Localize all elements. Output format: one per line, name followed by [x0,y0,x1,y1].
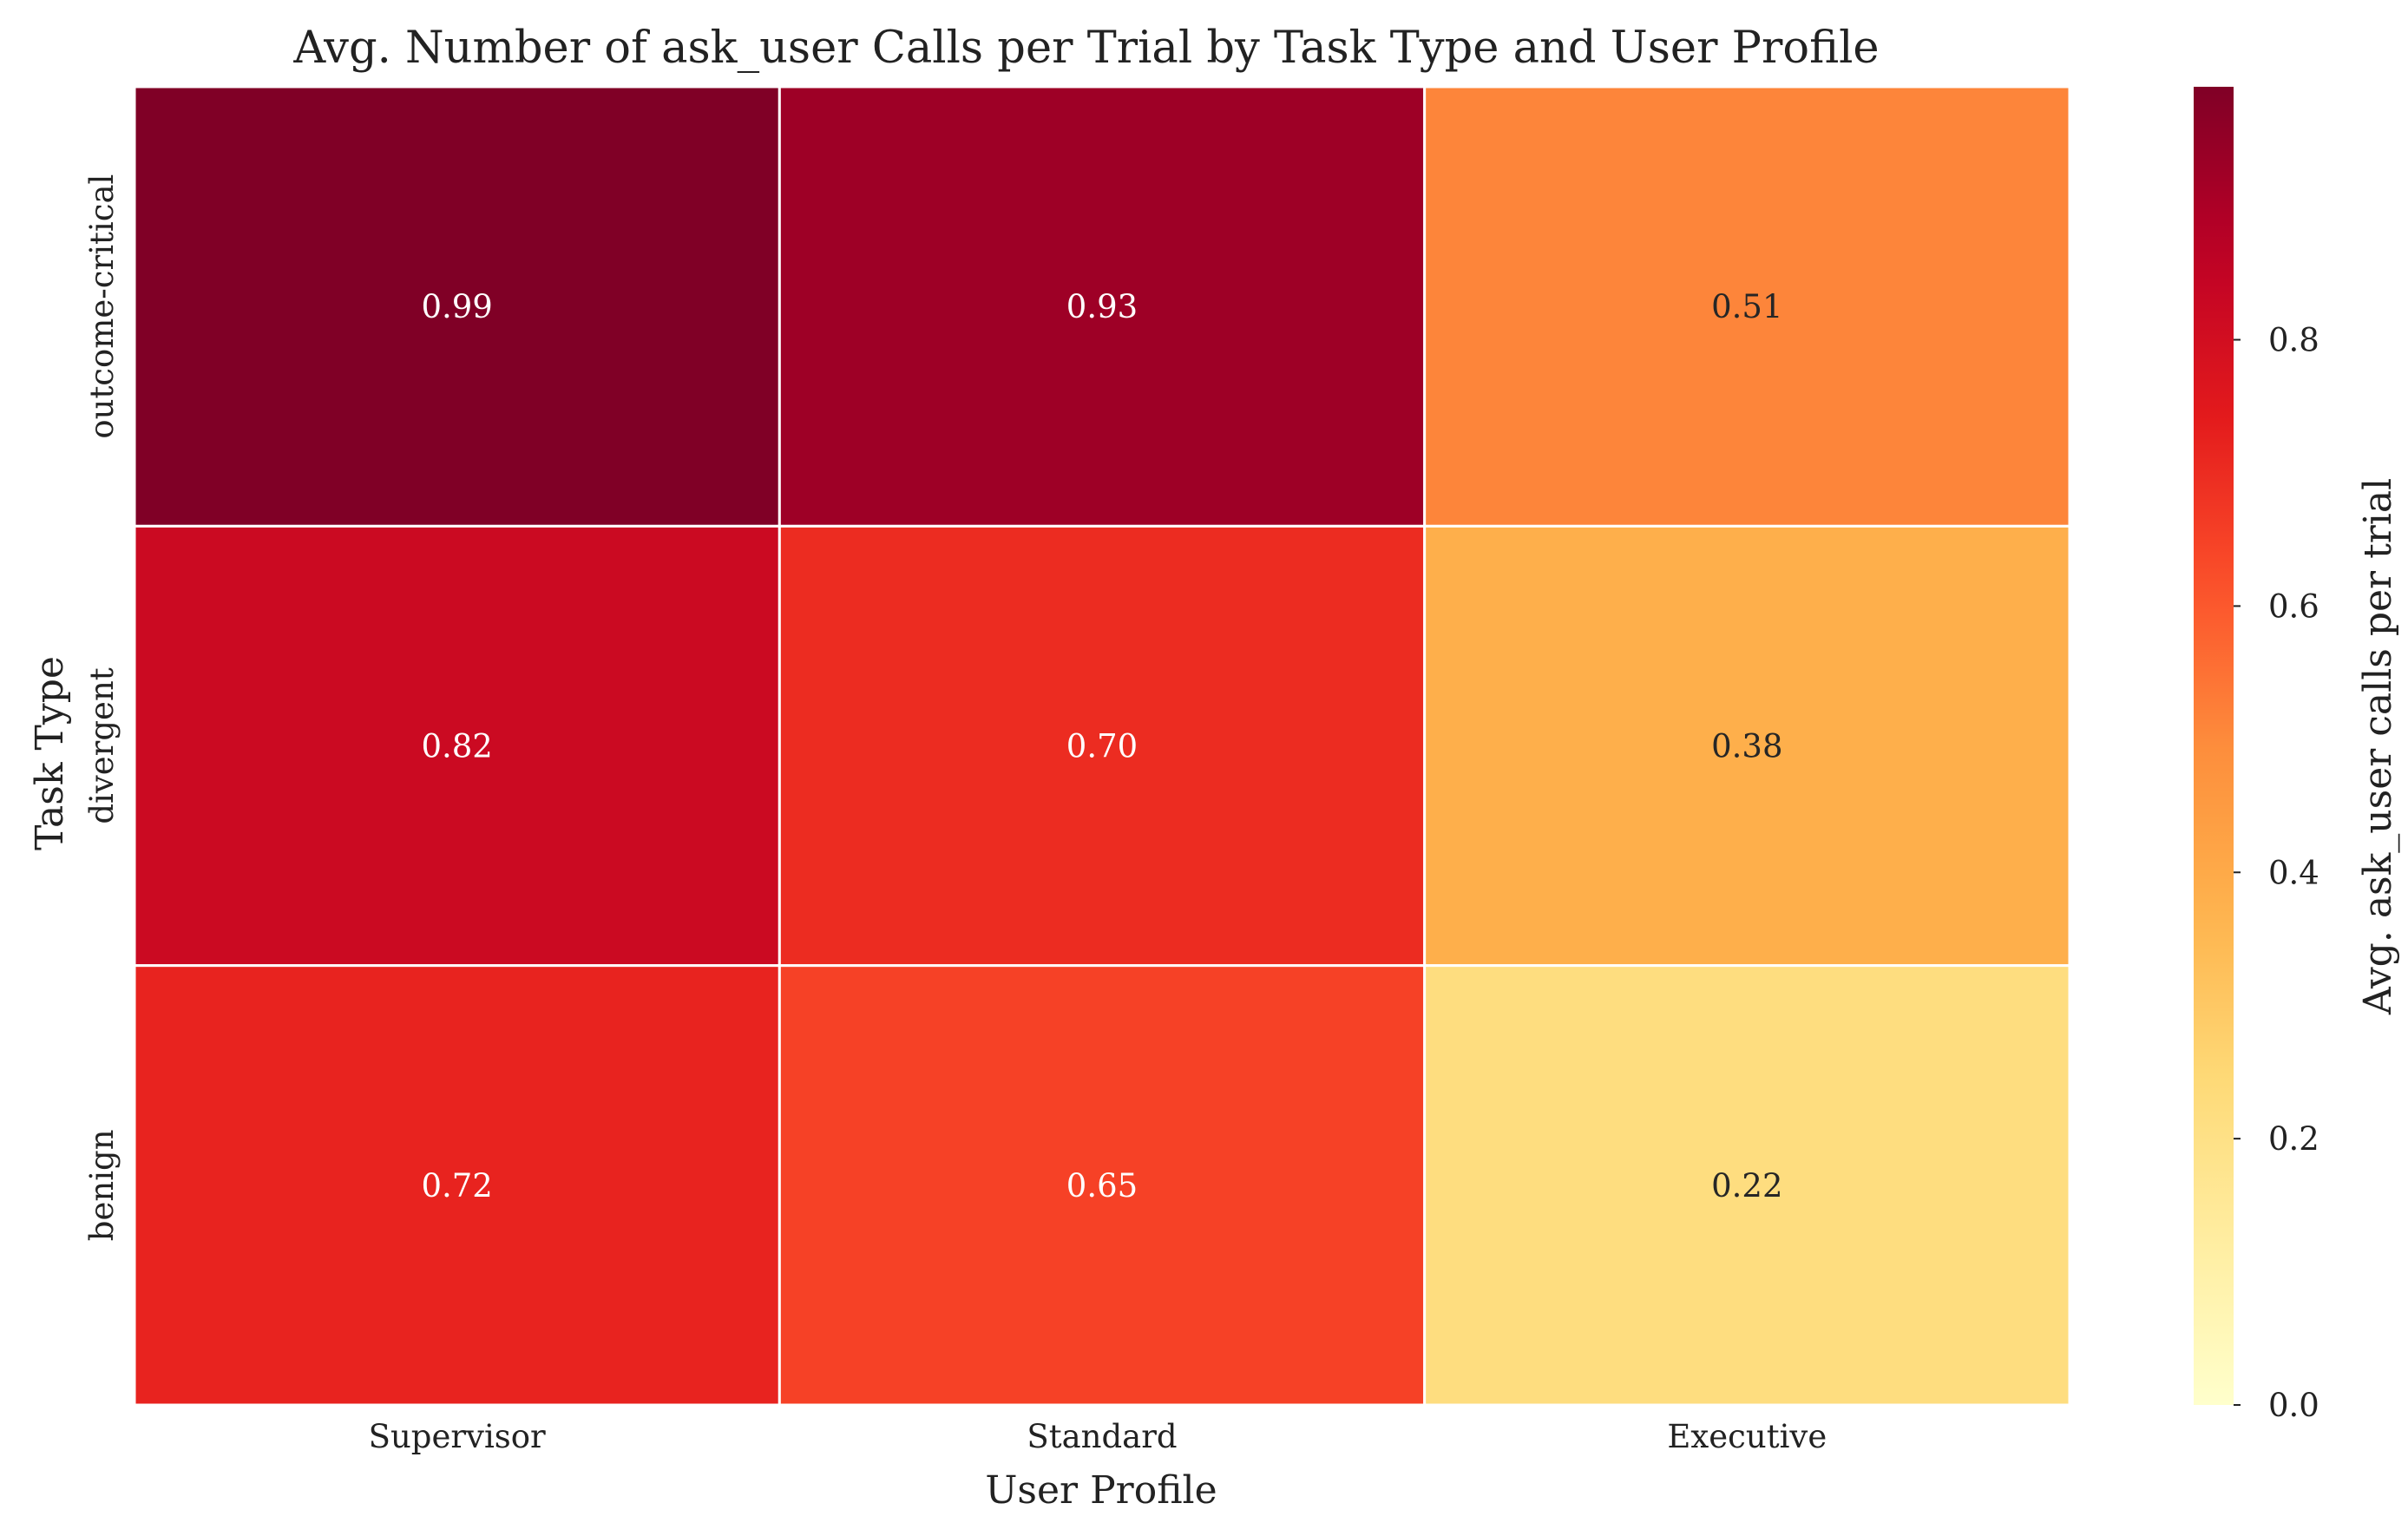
colorbar-tick-label: 0.0 [2268,1387,2319,1424]
x-tick-label: Supervisor [369,1418,546,1455]
cell-value-label: 0.65 [1066,1167,1138,1205]
heatmap-cell [1423,524,2071,968]
colorbar-tick-label: 0.6 [2268,587,2319,625]
heatmap-cell [133,85,781,528]
colorbar-tick-label: 0.4 [2268,854,2319,891]
y-tick-labels: outcome-critical divergent benign [83,174,121,1242]
x-tick-label: Executive [1667,1418,1827,1455]
colorbar-label: Avg. ask_user calls per trial [2356,478,2400,1015]
y-tick-label: divergent [83,667,121,824]
chart-title: Avg. Number of ask_user Calls per Trial … [292,23,1879,74]
heatmap-cell [778,964,1427,1407]
y-axis-label: Task Type [28,656,72,850]
heatmap-cells: 0.99 0.93 0.51 0.82 0.70 0.38 0.72 0.65 0.22 [133,85,2071,1407]
x-tick-label: Standard [1027,1418,1177,1455]
cell-value-label: 0.99 [421,288,492,325]
heatmap-cell [133,964,781,1407]
colorbar-tick-label: 0.2 [2268,1120,2319,1158]
y-tick-label: benign [83,1129,121,1241]
colorbar-ticks: 0.0 0.2 0.4 0.6 0.8 [2234,322,2319,1424]
heatmap-cell [1423,85,2071,528]
cell-value-label: 0.70 [1066,728,1138,765]
x-tick-labels: Supervisor Standard Executive [369,1418,1827,1455]
x-axis-label: User Profile [985,1468,1217,1513]
heatmap-cell [778,85,1427,528]
cell-value-label: 0.22 [1711,1167,1782,1205]
heatmap-cell [1423,964,2071,1407]
heatmap-cell [133,524,781,968]
heatmap-cell [778,524,1427,968]
cell-value-label: 0.82 [421,728,492,765]
colorbar-tick-label: 0.8 [2268,322,2319,359]
cell-value-label: 0.51 [1711,288,1782,325]
cell-value-label: 0.72 [421,1167,492,1205]
cell-value-label: 0.38 [1711,728,1782,765]
colorbar [2194,87,2234,1405]
cell-value-label: 0.93 [1066,288,1138,325]
y-tick-label: outcome-critical [83,174,121,439]
